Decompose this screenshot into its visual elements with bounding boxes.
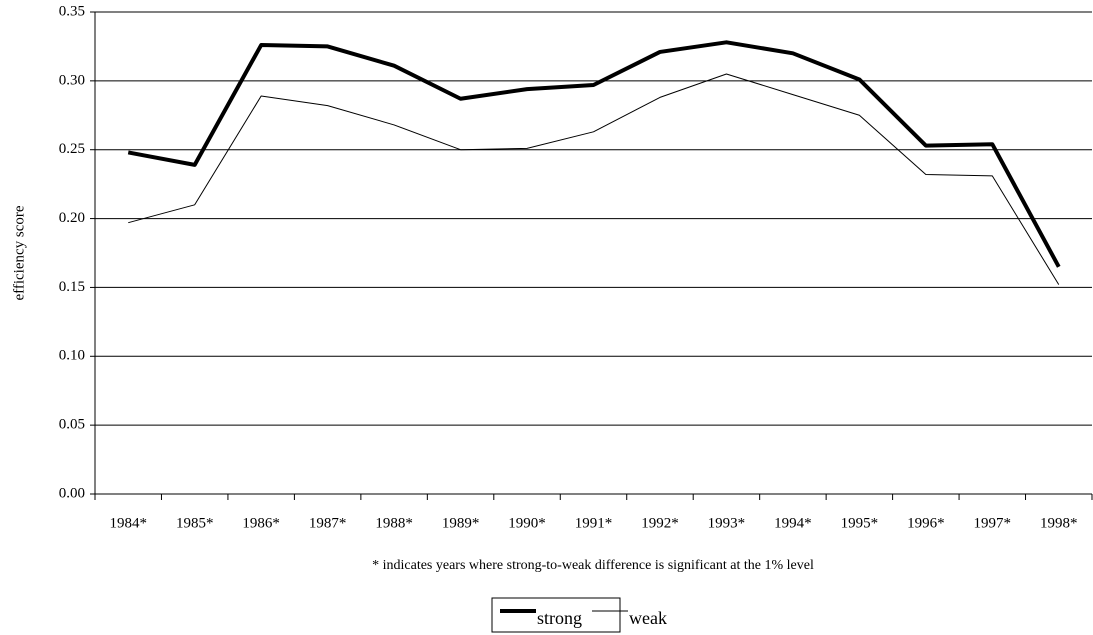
y-axis-label: efficiency score bbox=[11, 205, 27, 300]
legend-label: weak bbox=[629, 608, 667, 628]
x-tick-label: 1985* bbox=[176, 515, 214, 531]
x-tick-label: 1987* bbox=[309, 515, 347, 531]
x-tick-label: 1996* bbox=[907, 515, 945, 531]
x-tick-label: 1990* bbox=[508, 515, 546, 531]
x-tick-label: 1986* bbox=[242, 515, 280, 531]
x-tick-label: 1998* bbox=[1040, 515, 1078, 531]
y-tick-label: 0.25 bbox=[59, 141, 85, 157]
legend-box bbox=[491, 597, 621, 633]
legend-label: strong bbox=[537, 608, 582, 628]
y-tick-label: 0.15 bbox=[59, 279, 85, 295]
x-tick-label: 1994* bbox=[774, 515, 812, 531]
y-tick-label: 0.20 bbox=[59, 210, 85, 226]
y-tick-label: 0.10 bbox=[59, 348, 85, 364]
x-tick-label: 1993* bbox=[708, 515, 746, 531]
footnote: * indicates years where strong-to-weak d… bbox=[372, 558, 814, 573]
y-tick-label: 0.05 bbox=[59, 417, 85, 433]
series-line bbox=[128, 73, 1060, 285]
y-tick-label: 0.00 bbox=[59, 485, 85, 501]
x-tick-label: 1997* bbox=[974, 515, 1012, 531]
x-tick-label: 1992* bbox=[641, 515, 679, 531]
y-tick-label: 0.30 bbox=[59, 72, 85, 88]
y-tick-label: 0.35 bbox=[59, 3, 85, 19]
x-tick-label: 1984* bbox=[109, 515, 147, 531]
x-tick-label: 1995* bbox=[841, 515, 879, 531]
series-line bbox=[127, 40, 1061, 268]
x-tick-label: 1989* bbox=[442, 515, 480, 531]
x-tick-label: 1988* bbox=[375, 515, 413, 531]
x-tick-label: 1991* bbox=[575, 515, 613, 531]
